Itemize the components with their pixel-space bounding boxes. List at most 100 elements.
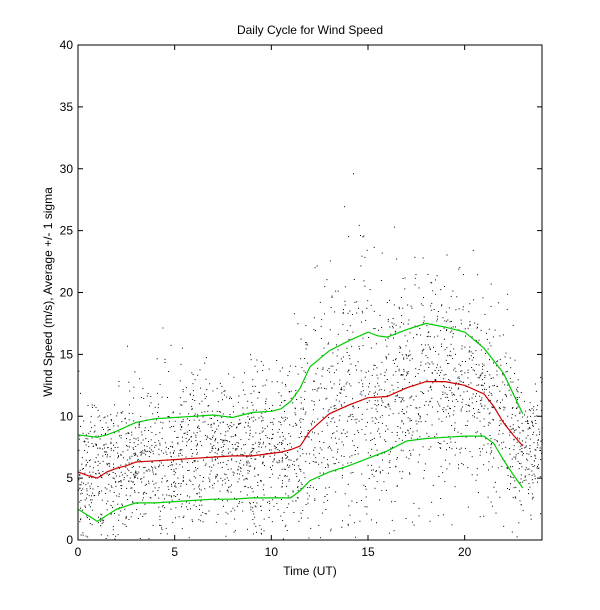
scatter-point [386, 302, 388, 303]
scatter-point [183, 432, 185, 434]
scatter-point [418, 421, 420, 423]
scatter-point [373, 368, 375, 370]
scatter-point [276, 461, 278, 463]
scatter-point [280, 424, 282, 426]
scatter-point [499, 496, 501, 498]
scatter-point [395, 358, 397, 360]
scatter-point [269, 509, 270, 511]
scatter-point [167, 466, 169, 468]
scatter-point [490, 377, 492, 379]
scatter-point [142, 515, 144, 517]
scatter-point [476, 468, 478, 470]
scatter-point [492, 407, 494, 409]
scatter-point [454, 422, 456, 424]
scatter-point [202, 416, 204, 418]
scatter-point [522, 416, 524, 418]
scatter-point [95, 435, 97, 437]
scatter-point [230, 436, 232, 438]
scatter-point [131, 487, 133, 489]
scatter-point [352, 440, 353, 442]
scatter-point [327, 500, 329, 502]
scatter-point [213, 445, 215, 447]
scatter-point [348, 383, 350, 385]
scatter-point [85, 459, 87, 461]
scatter-point [132, 481, 134, 483]
scatter-point [489, 342, 491, 344]
scatter-point [148, 480, 150, 482]
scatter-point [300, 512, 302, 514]
scatter-point [467, 372, 469, 374]
scatter-point [263, 489, 264, 491]
scatter-point [200, 514, 202, 516]
scatter-point [469, 321, 471, 323]
scatter-point [209, 451, 211, 453]
scatter-point [214, 499, 216, 501]
scatter-point [146, 445, 148, 447]
scatter-point [257, 474, 259, 476]
scatter-point [368, 478, 370, 479]
scatter-point [393, 304, 395, 306]
scatter-point [402, 278, 404, 279]
scatter-point [119, 435, 120, 437]
scatter-point [402, 397, 404, 399]
scatter-point [502, 374, 504, 376]
scatter-point [91, 437, 93, 439]
scatter-point [152, 525, 154, 526]
scatter-point [242, 412, 244, 414]
scatter-point [137, 455, 139, 457]
scatter-point [446, 254, 448, 256]
scatter-point [434, 370, 436, 371]
scatter-point [506, 396, 507, 398]
scatter-point [93, 495, 95, 497]
scatter-point [464, 346, 466, 348]
scatter-point [302, 448, 303, 450]
scatter-point [356, 369, 357, 371]
y-tick-label: 5 [66, 471, 73, 485]
scatter-point [254, 505, 256, 507]
scatter-point [390, 451, 391, 453]
scatter-point [451, 425, 453, 426]
scatter-point [270, 466, 271, 468]
scatter-point [414, 256, 416, 258]
scatter-point [466, 411, 468, 412]
scatter-point [218, 449, 220, 450]
scatter-point [437, 515, 439, 517]
scatter-point [180, 404, 182, 406]
scatter-point [238, 423, 240, 425]
scatter-point [416, 407, 418, 409]
scatter-point [232, 405, 234, 407]
scatter-point [336, 344, 337, 346]
scatter-point [368, 370, 370, 372]
scatter-point [368, 386, 370, 388]
scatter-point [168, 502, 170, 504]
scatter-point [246, 494, 248, 496]
scatter-point [518, 438, 520, 440]
scatter-point [337, 290, 339, 292]
scatter-point [344, 300, 346, 302]
scatter-point [134, 491, 136, 493]
scatter-point [340, 404, 342, 406]
scatter-point [353, 407, 355, 409]
scatter-point [103, 444, 105, 446]
scatter-point [343, 402, 345, 404]
scatter-point [134, 452, 136, 454]
scatter-point [319, 441, 321, 442]
scatter-point [211, 466, 213, 468]
scatter-point [90, 506, 91, 508]
scatter-point [410, 420, 412, 421]
scatter-point [263, 530, 265, 532]
scatter-point [137, 437, 139, 439]
scatter-point [104, 447, 105, 449]
scatter-point [395, 324, 397, 326]
scatter-point [161, 462, 162, 464]
scatter-point [536, 467, 538, 469]
scatter-point [219, 382, 221, 384]
scatter-point [420, 421, 422, 423]
scatter-point [473, 299, 475, 301]
scatter-point [444, 320, 446, 322]
scatter-point [149, 405, 150, 407]
scatter-point [299, 447, 301, 449]
scatter-point [377, 400, 379, 402]
scatter-point [327, 410, 329, 412]
scatter-point [437, 318, 438, 320]
